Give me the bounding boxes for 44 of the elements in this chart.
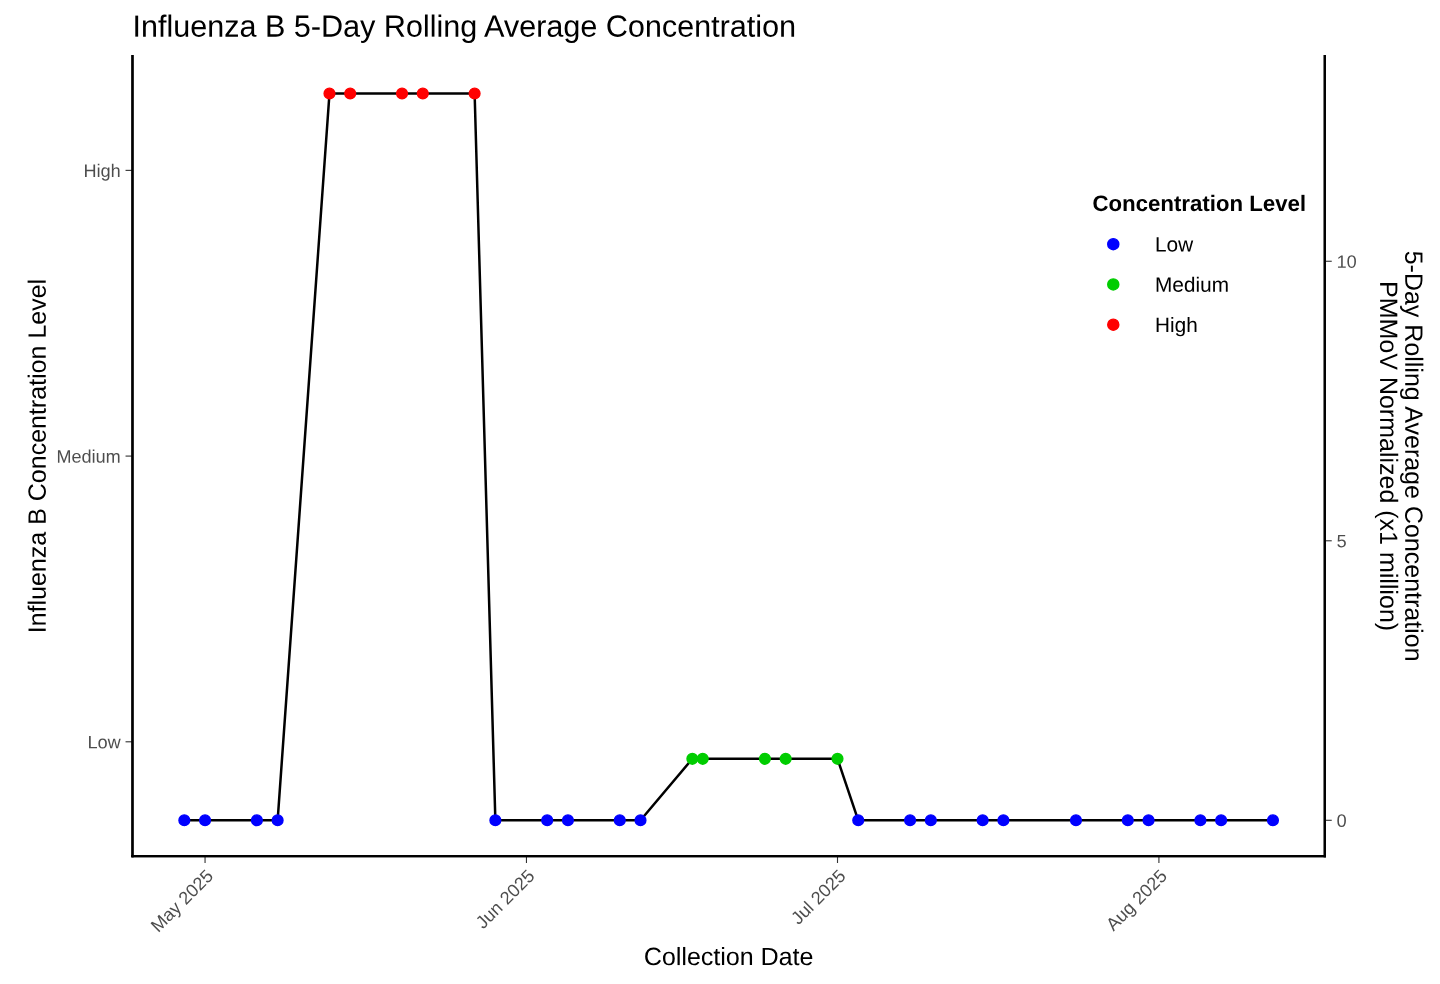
point [344,87,357,100]
point [1266,814,1280,827]
point [178,814,191,827]
y2-tick-label: 0 [1337,814,1346,828]
y-axis-title: Influenza B Concentration Level [27,280,46,631]
point [613,814,626,827]
point [686,752,699,765]
legend-label: High [1156,316,1197,337]
point [561,814,575,827]
point [696,752,709,765]
point [250,814,263,827]
point [1194,814,1207,827]
point [541,814,554,827]
y2-tick-label: 5 [1337,534,1346,548]
point [634,814,647,827]
point [1142,814,1155,827]
point [997,814,1010,827]
point [779,752,792,765]
chart-title: Influenza B 5-Day Rolling Average Concentration [135,14,795,43]
point [416,87,429,100]
legend-title: Concentration Level [1093,194,1305,212]
y2-tick-label: 10 [1337,255,1356,268]
point [976,814,989,827]
point [489,814,502,827]
point [395,87,409,100]
y2-axis-title: 5-Day Rolling Average Concentration PMMoV Normalized (x1 million) [1374,251,1424,660]
category-label: High [85,163,120,181]
point [831,752,844,765]
point [924,814,937,827]
category-label: Medium [57,449,120,463]
legend-label: Low [1156,237,1194,252]
point [1069,814,1083,827]
point [468,87,481,100]
point [852,814,865,827]
point [904,814,917,827]
point [1215,814,1228,827]
x-axis-title: Collection Date [645,946,813,966]
category-label: Low [89,735,121,749]
legend-label: Medium [1156,276,1228,292]
point [198,814,212,827]
point [323,87,336,100]
point [271,814,284,827]
point [1121,814,1134,827]
point [758,752,772,765]
